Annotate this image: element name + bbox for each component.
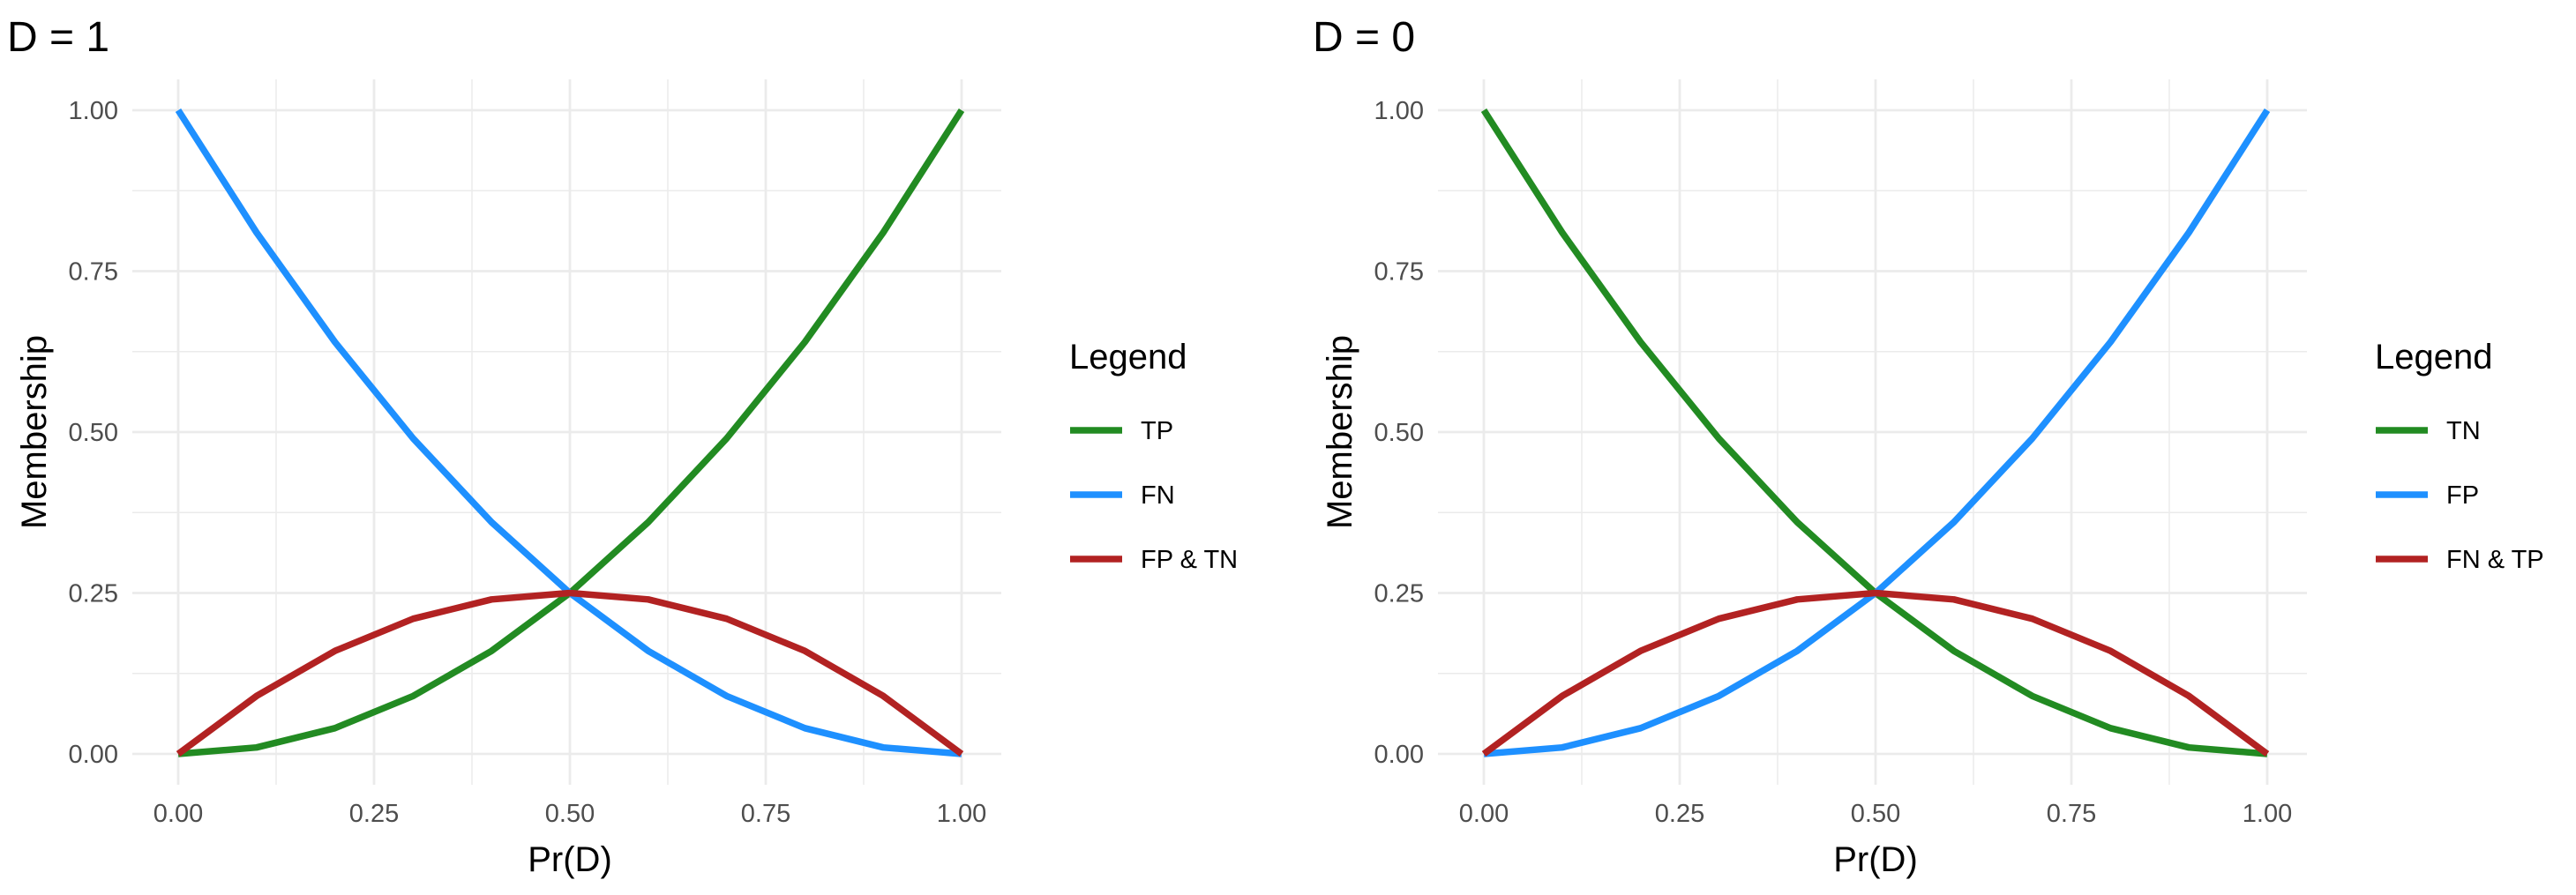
chart-panel-left: D = 1 0.00 0.25 0.50 0.75 1.00 0.00 0.25 0.50 0.7… (7, 14, 1238, 879)
x-tick-label: 0.00 (1459, 800, 1509, 828)
y-tick-label: 0.50 (1374, 419, 1424, 447)
series-lines (1480, 108, 2271, 757)
y-tick-label: 0.75 (69, 258, 118, 287)
y-tick-label: 1.00 (69, 97, 118, 125)
x-tick-label: 0.50 (545, 800, 595, 828)
x-tick-label: 0.50 (1851, 800, 1900, 828)
y-tick-label: 0.25 (1374, 580, 1424, 608)
chart-title: D = 0 (1313, 14, 1415, 61)
y-tick-label: 0.50 (69, 419, 118, 447)
chart-d0: D = 0 0.00 0.25 0.50 0.75 1.00 0.00 0.25 0.50 0.7… (1313, 14, 2544, 879)
legend-title: Legend (1069, 338, 1187, 377)
chart-title: D = 1 (7, 14, 109, 61)
x-axis-title: Pr(D) (1833, 840, 1918, 879)
x-tick-label: 0.75 (2047, 800, 2096, 828)
grid (132, 79, 1001, 785)
chart-panel-right: D = 0 0.00 0.25 0.50 0.75 1.00 0.00 0.25 0.50 0.7… (1306, 0, 2576, 895)
y-axis-title: Membership (1321, 335, 1359, 529)
legend-label: FN (1141, 481, 1175, 510)
legend-label: TN (2446, 417, 2481, 445)
legend: Legend TN FP FN & TP (2375, 338, 2544, 574)
legend-label: TP (1141, 417, 1173, 445)
x-tick-label: 0.25 (349, 800, 399, 828)
y-tick-label: 0.25 (69, 580, 118, 608)
legend: Legend TP FN FP & TN (1069, 338, 1238, 574)
series-line-fp-tn (176, 589, 964, 757)
y-axis-title: Membership (15, 335, 54, 529)
y-tick-label: 0.75 (1374, 258, 1424, 287)
grid (1438, 79, 2307, 785)
legend-title: Legend (2375, 338, 2492, 377)
x-tick-label: 0.00 (154, 800, 203, 828)
x-tick-label: 1.00 (2243, 800, 2292, 828)
series-line-fn-tp (1481, 589, 2270, 757)
legend-label: FP & TN (1141, 546, 1238, 574)
series-lines (175, 108, 965, 757)
y-tick-label: 1.00 (1374, 97, 1424, 125)
x-axis-title: Pr(D) (528, 840, 612, 879)
chart-d1: D = 1 0.00 0.25 0.50 0.75 1.00 0.00 0.25 0.50 0.7… (7, 14, 1238, 879)
x-tick-label: 0.25 (1655, 800, 1704, 828)
x-tick-label: 0.75 (741, 800, 790, 828)
x-tick-label: 1.00 (937, 800, 986, 828)
y-tick-label: 0.00 (1374, 741, 1424, 769)
y-tick-label: 0.00 (69, 741, 118, 769)
legend-label: FN & TP (2446, 546, 2544, 574)
legend-label: FP (2446, 481, 2479, 510)
